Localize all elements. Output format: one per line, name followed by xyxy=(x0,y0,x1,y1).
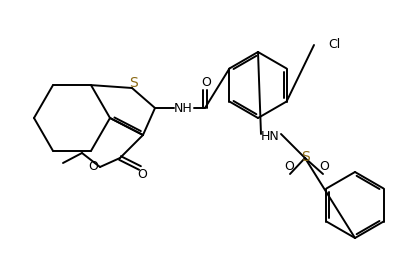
Text: Cl: Cl xyxy=(328,39,340,52)
Text: O: O xyxy=(319,160,329,174)
Text: O: O xyxy=(88,160,98,173)
Text: S: S xyxy=(130,76,138,90)
Text: HN: HN xyxy=(261,130,279,143)
Text: O: O xyxy=(137,168,147,181)
Text: O: O xyxy=(284,160,294,174)
Text: O: O xyxy=(201,76,211,89)
Text: S: S xyxy=(301,150,310,164)
Text: NH: NH xyxy=(174,102,192,114)
